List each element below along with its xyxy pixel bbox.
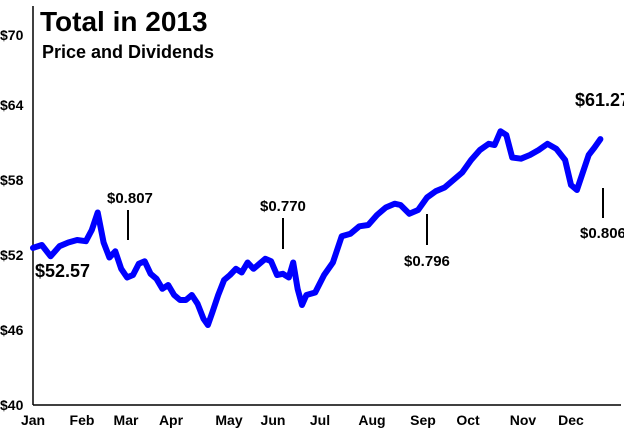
y-tick-label: $58 <box>0 172 24 188</box>
x-tick-label: Jul <box>310 412 330 428</box>
dividend-label-jun: $0.770 <box>260 198 306 215</box>
x-tick-labels: Jan Feb Mar Apr May Jun Jul Aug Sep Oct Nov Dec <box>21 412 584 428</box>
dividend-label-mar: $0.807 <box>107 190 153 207</box>
x-tick-label: Jan <box>21 412 45 428</box>
axes <box>32 6 621 406</box>
end-price-label: $61.27 <box>575 90 624 110</box>
x-tick-label: Mar <box>114 412 139 428</box>
chart-title: Total in 2013 <box>40 6 208 37</box>
start-price-label: $52.57 <box>35 261 90 281</box>
y-tick-label: $64 <box>0 97 24 113</box>
price-series-line <box>30 128 604 328</box>
x-tick-label: May <box>215 412 242 428</box>
dividend-markers <box>127 188 604 249</box>
dividend-label-dec: $0.806 <box>580 225 624 242</box>
x-tick-label: Nov <box>510 412 537 428</box>
dividend-label-sep: $0.796 <box>404 253 450 270</box>
chart-subtitle: Price and Dividends <box>42 42 214 62</box>
y-tick-labels: $40 $46 $52 $58 $64 $70 <box>0 27 24 413</box>
x-tick-label: Sep <box>410 412 436 428</box>
x-tick-label: Jun <box>261 412 286 428</box>
x-tick-label: Aug <box>358 412 385 428</box>
y-tick-label: $46 <box>0 322 24 338</box>
x-tick-label: Dec <box>558 412 584 428</box>
y-tick-label: $40 <box>0 397 24 413</box>
x-tick-label: Oct <box>456 412 480 428</box>
y-tick-label: $52 <box>0 247 24 263</box>
x-tick-label: Apr <box>159 412 184 428</box>
y-tick-label: $70 <box>0 27 24 43</box>
x-tick-label: Feb <box>70 412 95 428</box>
